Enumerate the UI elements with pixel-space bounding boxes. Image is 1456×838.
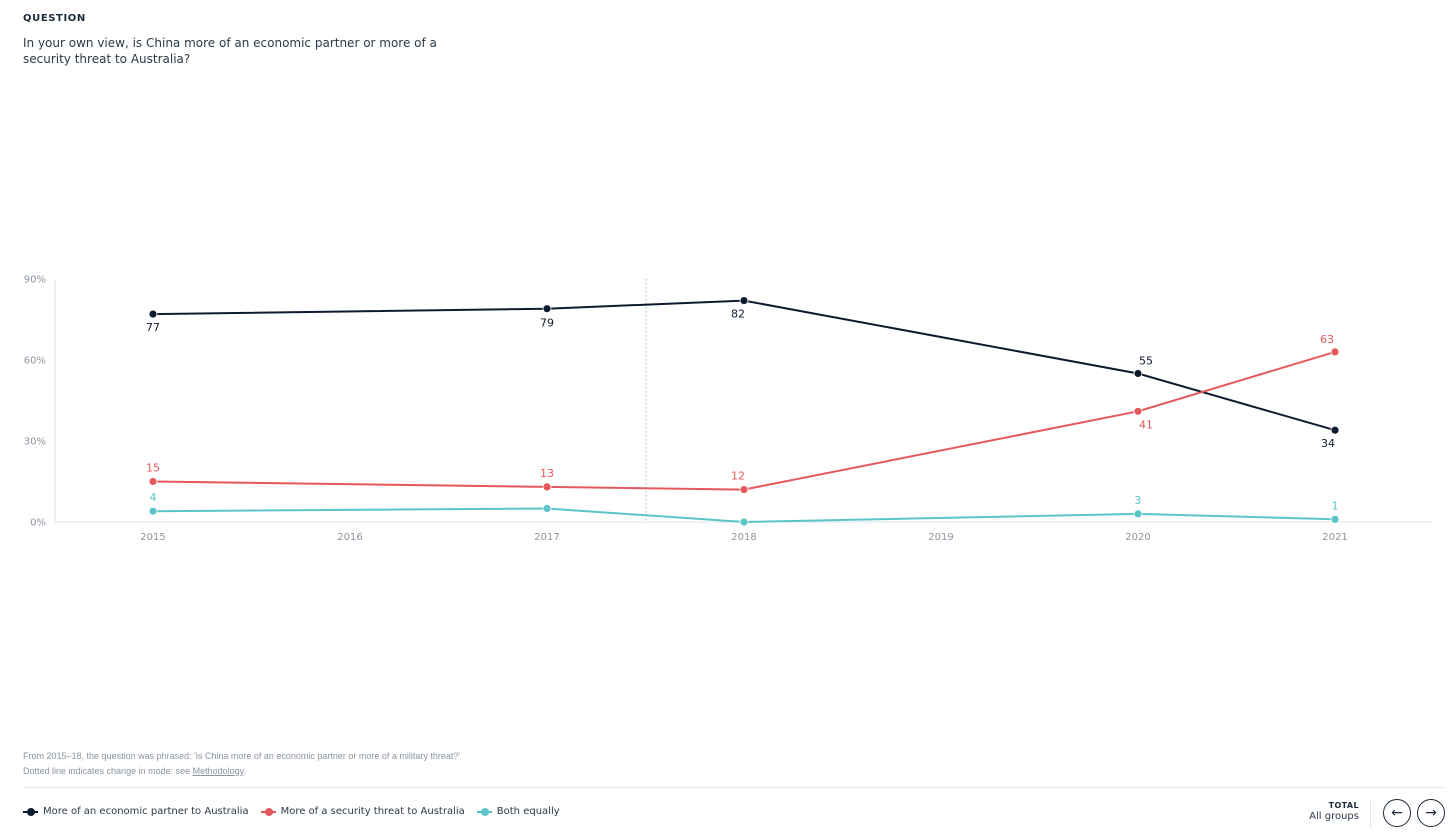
arrow-left-icon: ← <box>1391 805 1403 821</box>
x-tick-label: 2020 <box>1125 532 1150 543</box>
y-tick-label: 90% <box>24 275 46 286</box>
data-label: 63 <box>1320 333 1334 346</box>
note-mode-prefix: Dotted line indicates change in mode: se… <box>23 766 193 776</box>
note-phrasing: From 2015–18, the question was phrased: … <box>23 751 461 761</box>
data-point <box>1330 514 1340 524</box>
data-point <box>542 304 552 314</box>
data-label: 82 <box>731 308 745 321</box>
chart-notes: From 2015–18, the question was phrased: … <box>23 749 460 779</box>
legend-item-both-equally[interactable]: Both equally <box>476 806 560 817</box>
data-label: 1 <box>1332 499 1339 512</box>
line-chart: 0% 30% 60% 90% 2015 2016 2017 2018 2019 2020 2021 7… <box>24 275 1432 543</box>
data-label: 4 <box>150 491 157 504</box>
arrow-right-icon: → <box>1425 805 1437 821</box>
legend-dot <box>480 807 489 816</box>
legend-dot <box>27 807 35 816</box>
data-point <box>148 477 158 486</box>
x-tick-label: 2016 <box>337 532 362 543</box>
x-tick-label: 2017 <box>534 532 559 543</box>
legend-swatch-security-threat <box>260 807 276 817</box>
data-label: 41 <box>1139 418 1153 431</box>
legend-item-economic-partner[interactable]: More of an economic partner to Australia <box>23 806 249 817</box>
question-text: In your own view, is China more of an ec… <box>23 36 437 66</box>
data-point <box>148 309 158 319</box>
data-label: 3 <box>1135 494 1142 507</box>
data-point <box>148 506 158 516</box>
note-mode-suffix: . <box>243 766 246 776</box>
y-tick-label: 60% <box>24 356 46 367</box>
x-tick-label: 2021 <box>1322 532 1347 543</box>
x-tick-label: 2019 <box>928 532 953 543</box>
x-tick-label: 2018 <box>731 532 756 543</box>
data-label: 79 <box>540 317 554 330</box>
data-point <box>1330 347 1340 357</box>
data-label: 34 <box>1321 437 1335 450</box>
x-tick-label: 2015 <box>140 532 165 543</box>
total-value: All groups <box>1309 811 1359 822</box>
data-point <box>1330 425 1340 435</box>
legend-label: More of a security threat to Australia <box>280 806 465 817</box>
data-label: 13 <box>540 467 554 480</box>
data-point <box>1133 369 1143 378</box>
legend-item-security-threat[interactable]: More of a security threat to Australia <box>260 806 465 817</box>
previous-button[interactable]: ← <box>1383 799 1411 827</box>
total-label: TOTAL <box>1328 801 1359 810</box>
legend-swatch-economic-partner <box>23 807 38 817</box>
note-mode-change: Dotted line indicates change in mode: se… <box>23 764 460 779</box>
total-selector: TOTAL All groups <box>1309 801 1359 822</box>
legend: More of an economic partner to Australia… <box>23 806 572 817</box>
y-tick-label: 30% <box>24 437 46 448</box>
legend-dot <box>264 807 273 816</box>
y-tick-label: 0% <box>30 518 46 529</box>
data-label: 15 <box>146 462 160 475</box>
nav-separator <box>1370 800 1371 828</box>
data-label: 77 <box>146 321 160 334</box>
footer-divider <box>23 787 1444 788</box>
legend-label: More of an economic partner to Australia <box>43 806 249 817</box>
data-point <box>1133 406 1143 416</box>
legend-swatch-both-equally <box>476 807 492 817</box>
data-label: 12 <box>731 470 745 483</box>
methodology-link[interactable]: Methodology <box>192 766 244 776</box>
data-label: 55 <box>1139 355 1153 368</box>
data-point <box>739 485 749 495</box>
data-point <box>1133 509 1143 519</box>
legend-label: Both equally <box>496 806 560 817</box>
data-point <box>739 517 749 527</box>
data-point <box>739 296 749 306</box>
data-point <box>542 504 552 513</box>
question-label: QUESTION <box>23 13 86 24</box>
data-point <box>542 482 552 492</box>
next-button[interactable]: → <box>1417 799 1445 827</box>
